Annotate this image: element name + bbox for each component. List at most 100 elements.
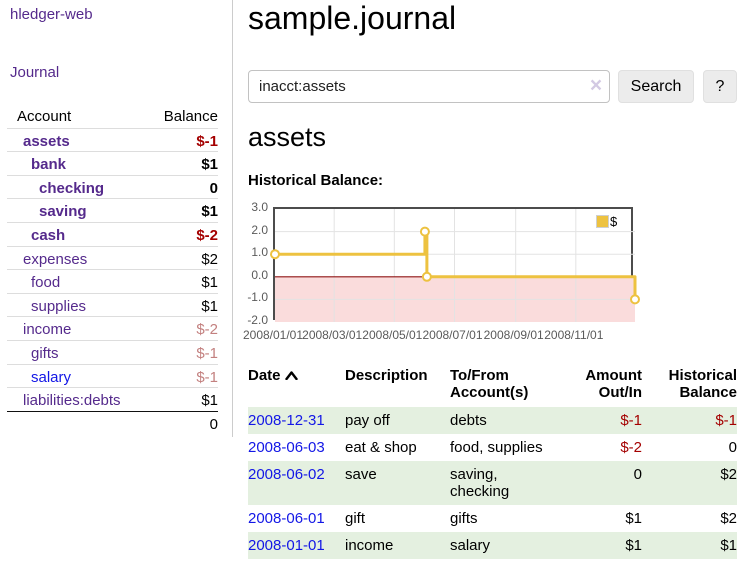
account-balance: $2 [201, 250, 218, 268]
sidebar-item-journal[interactable]: Journal [10, 64, 60, 81]
data-point-marker [270, 249, 280, 260]
transaction-amount: $1 [625, 510, 642, 527]
transaction-description: save [345, 466, 377, 483]
account-row-salary: salary $-1 [7, 363, 218, 388]
account-link-expenses[interactable]: expenses [23, 250, 88, 268]
x-axis-tick-label: 2008/11/01 [544, 328, 604, 342]
account-heading: assets [248, 122, 327, 152]
balance-column-header: Balance [163, 108, 218, 125]
account-link-income[interactable]: income [23, 321, 72, 339]
register-row: 2008-06-01 gift gifts $1 $2 [248, 505, 737, 532]
account-column-header: Account [17, 108, 72, 125]
x-axis-tick-label: 2008/07/01 [422, 328, 483, 342]
transaction-balance: $1 [720, 537, 737, 554]
transaction-amount: $-1 [620, 412, 642, 429]
historical-balance-chart: $ 3.0 2.0 1.0 0.0 -1.0 -2.0 2008/01/01 2008/03/… [243, 200, 737, 348]
accounts-column-header: To/From Account(s) [450, 367, 529, 401]
data-point-marker [630, 294, 640, 305]
transaction-description: gift [345, 510, 366, 527]
x-axis-tick-label: 2008/05/01 [362, 328, 423, 342]
main-content: sample.journal × Search ? assets Histori… [243, 0, 737, 582]
legend-swatch-icon [596, 215, 609, 228]
account-row-liabilities-debts: liabilities:debts $1 [7, 387, 218, 411]
transaction-balance: $-1 [715, 412, 737, 429]
balance-column-header: Historical Balance [668, 367, 737, 401]
account-balance: $1 [201, 392, 218, 410]
account-link-gifts[interactable]: gifts [31, 344, 59, 362]
account-row-bank: bank $1 [7, 151, 218, 175]
account-link-saving[interactable]: saving [39, 203, 87, 221]
register-table: Date Description To/From Account(s) Amou… [248, 362, 737, 559]
chart-plot-area [270, 207, 640, 322]
y-axis-tick-label: -1.0 [247, 290, 268, 305]
transaction-description: income [345, 537, 394, 554]
transaction-date-link[interactable]: 2008-01-01 [248, 537, 325, 554]
transaction-balance: 0 [728, 439, 737, 456]
search-form: × Search ? [248, 70, 737, 103]
transaction-date-link[interactable]: 2008-12-31 [248, 412, 325, 429]
sort-ascending-icon [284, 367, 298, 384]
transaction-amount: 0 [633, 466, 642, 483]
register-header-row: Date Description To/From Account(s) Amou… [248, 362, 737, 407]
register-row: 2008-06-03 eat & shop food, supplies $-2… [248, 434, 737, 461]
date-column-header[interactable]: Date [248, 362, 345, 407]
transaction-accounts: food, supplies [450, 439, 543, 456]
register-row: 2008-12-31 pay off debts $-1 $-1 [248, 407, 737, 434]
account-link-cash[interactable]: cash [31, 226, 66, 244]
page-title: sample.journal [248, 0, 457, 36]
chart-title: Historical Balance: [248, 172, 384, 189]
transaction-amount: $-2 [620, 439, 642, 456]
account-row-supplies: supplies $1 [7, 292, 218, 317]
x-axis-tick-label: 2008/03/01 [302, 328, 363, 342]
account-balance: $-1 [196, 132, 218, 150]
y-axis-tick-label: 0.0 [251, 267, 268, 282]
account-balance: $-1 [196, 368, 218, 386]
y-axis-tick-label: -2.0 [247, 313, 268, 327]
transaction-date-link[interactable]: 2008-06-02 [248, 466, 325, 483]
account-link-checking[interactable]: checking [39, 179, 105, 197]
register-row: 2008-06-02 save saving, checking 0 $2 [248, 461, 737, 505]
account-link-salary[interactable]: salary [31, 368, 72, 386]
transaction-date-link[interactable]: 2008-06-03 [248, 439, 325, 456]
account-row-food: food $1 [7, 269, 218, 293]
transaction-balance: $2 [720, 466, 737, 483]
transaction-amount: $1 [625, 537, 642, 554]
help-button[interactable]: ? [703, 70, 737, 103]
transaction-date-link[interactable]: 2008-06-01 [248, 510, 325, 527]
accounts-header-row: Account Balance [7, 104, 218, 128]
account-row-assets: assets $-1 [7, 127, 218, 152]
account-balance: $1 [201, 203, 218, 221]
account-link-food[interactable]: food [31, 274, 61, 292]
account-balance: $-2 [196, 226, 218, 244]
search-input[interactable] [248, 70, 610, 103]
transaction-description: pay off [345, 412, 390, 429]
account-link-supplies[interactable]: supplies [31, 297, 87, 315]
sidebar: hledger-web Journal Account Balance asse… [0, 0, 232, 582]
legend-label: $ [610, 214, 618, 229]
account-balance: $-2 [196, 321, 218, 339]
account-row-gifts: gifts $-1 [7, 339, 218, 364]
account-balance: $1 [201, 274, 218, 292]
transaction-description: eat & shop [345, 439, 417, 456]
account-row-checking: checking 0 [7, 174, 218, 199]
account-link-assets[interactable]: assets [23, 132, 70, 150]
clear-search-icon[interactable]: × [589, 74, 603, 97]
account-row-cash: cash $-2 [7, 221, 218, 246]
y-axis-tick-label: 2.0 [251, 222, 268, 237]
account-link-liabilities-debts[interactable]: liabilities:debts [23, 392, 121, 410]
x-axis-tick-label: 2008/09/01 [483, 328, 544, 342]
search-button[interactable]: Search [618, 70, 694, 103]
chart-legend: $ [594, 213, 620, 230]
transaction-accounts: gifts [450, 510, 478, 527]
transaction-accounts: debts [450, 412, 487, 429]
app-title-link[interactable]: hledger-web [10, 6, 93, 23]
account-balance: $1 [201, 156, 218, 174]
account-balance: $1 [201, 297, 218, 315]
accounts-total-row: 0 [7, 410, 218, 435]
account-row-expenses: expenses $2 [7, 245, 218, 270]
x-axis-tick-label: 2008/01/01 [242, 328, 304, 342]
data-point-marker [421, 271, 432, 282]
account-link-bank[interactable]: bank [31, 156, 67, 174]
transaction-accounts: salary [450, 537, 491, 554]
amount-column-header: Amount Out/In [585, 367, 642, 401]
